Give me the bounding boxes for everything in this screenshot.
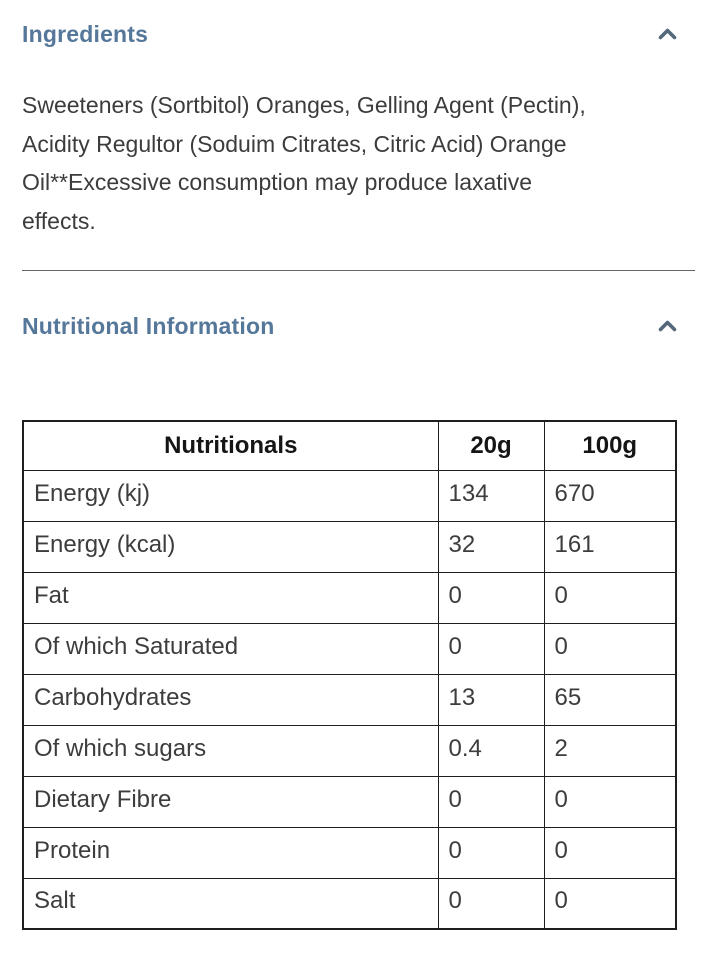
table-row: Dietary Fibre 0 0 [22, 775, 677, 828]
nutrient-value-100g: 161 [543, 520, 677, 573]
table-row: Energy (kj) 134 670 [22, 469, 677, 522]
nutrient-value-20g: 0 [437, 622, 545, 675]
col-header-nutritionals: Nutritionals [22, 420, 439, 471]
nutrient-value-100g: 0 [543, 571, 677, 624]
nutrient-label: Fat [22, 571, 439, 624]
nutrient-value-100g: 0 [543, 877, 677, 930]
nutrient-value-20g: 134 [437, 469, 545, 522]
nutrient-value-20g: 0.4 [437, 724, 545, 777]
ingredients-text-line: Oil**Excessive consumption may produce l… [22, 169, 533, 195]
nutrient-label: Protein [22, 826, 439, 879]
ingredients-accordion-header[interactable]: Ingredients [22, 20, 695, 48]
table-header-row: Nutritionals 20g 100g [22, 420, 677, 471]
nutrient-value-20g: 13 [437, 673, 545, 726]
nutrient-label: Of which Saturated [22, 622, 439, 675]
nutrient-label: Energy (kcal) [22, 520, 439, 573]
nutrition-section: Nutritional Information Nutritionals 20g… [22, 312, 695, 930]
nutrient-value-20g: 0 [437, 826, 545, 879]
chevron-up-icon[interactable] [658, 28, 695, 40]
nutrient-value-20g: 0 [437, 877, 545, 930]
ingredients-text-line: effects. [22, 207, 96, 234]
nutrient-value-100g: 0 [543, 622, 677, 675]
nutrient-label: Dietary Fibre [22, 775, 439, 828]
nutrient-label: Carbohydrates [22, 673, 439, 726]
nutrition-accordion-header[interactable]: Nutritional Information [22, 312, 695, 340]
chevron-up-icon[interactable] [658, 320, 695, 332]
table-row: Protein 0 0 [22, 826, 677, 879]
col-header-100g: 100g [543, 420, 677, 471]
ingredients-section: Ingredients Sweeteners (Sortbitol) Orang… [22, 20, 695, 240]
nutrient-value-100g: 65 [543, 673, 677, 726]
nutrient-value-20g: 0 [437, 571, 545, 624]
nutrition-title: Nutritional Information [22, 313, 275, 339]
nutrient-value-100g: 0 [543, 775, 677, 828]
nutrient-value-20g: 0 [437, 775, 545, 828]
ingredients-text-line: Sweeteners (Sortbitol) Oranges, Gelling … [22, 92, 586, 118]
ingredients-title: Ingredients [22, 21, 149, 47]
nutrient-label: Salt [22, 877, 439, 930]
table-row: Of which sugars 0.4 2 [22, 724, 677, 777]
nutrient-label: Of which sugars [22, 724, 439, 777]
table-row: Fat 0 0 [22, 571, 677, 624]
section-divider [22, 270, 695, 271]
table-row: Salt 0 0 [22, 877, 677, 930]
table-row: Of which Saturated 0 0 [22, 622, 677, 675]
nutrient-value-100g: 0 [543, 826, 677, 879]
col-header-20g: 20g [437, 420, 545, 471]
nutrient-value-20g: 32 [437, 520, 545, 573]
nutrient-value-100g: 2 [543, 724, 677, 777]
nutrient-label: Energy (kj) [22, 469, 439, 522]
ingredients-text-line: Acidity Regultor (Soduim Citrates, Citri… [22, 130, 567, 157]
nutrition-table: Nutritionals 20g 100g Energy (kj) 134 67… [22, 420, 677, 930]
table-row: Energy (kcal) 32 161 [22, 520, 677, 573]
table-row: Carbohydrates 13 65 [22, 673, 677, 726]
nutrient-value-100g: 670 [543, 469, 677, 522]
ingredients-text: Sweeteners (Sortbitol) Oranges, Gelling … [22, 86, 695, 240]
